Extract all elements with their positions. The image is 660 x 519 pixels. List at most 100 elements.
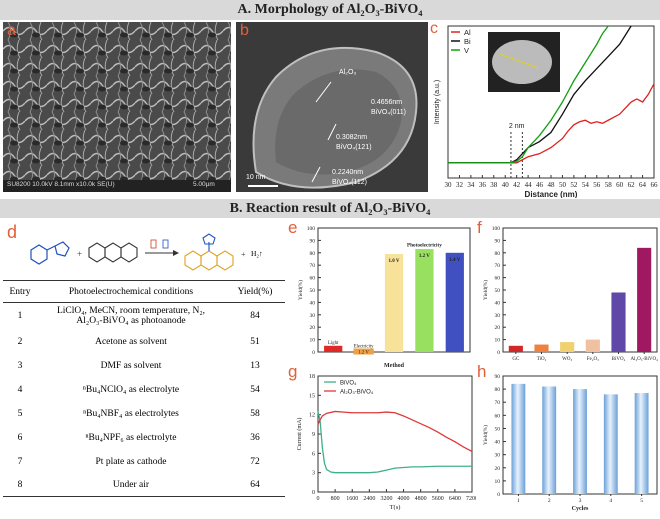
x-tick-label: 38	[490, 181, 498, 189]
y-tick-label: 10	[310, 338, 316, 344]
x-axis-label: Distance (nm)	[525, 190, 578, 198]
x-tick-label: 34	[467, 181, 475, 189]
legend-label: Al₂O₃-BiVO₄	[340, 390, 374, 396]
tem-d2-plane: BiVO₄(121)	[336, 144, 372, 151]
y-axis-label: Yield(%)	[482, 280, 489, 300]
bar-TiO₂	[534, 344, 549, 352]
y-tick-label: 60	[495, 413, 501, 419]
y-tick-label: 90	[495, 238, 501, 244]
x-tick-label: 62	[628, 181, 636, 189]
x-tick-label: 54	[582, 181, 590, 189]
x-tick-label: 5600	[432, 496, 444, 502]
x-tick-label: 32	[456, 181, 464, 189]
chart-h-svg: 0 10 20 30 40 50 60 70 80 90 Yield(%) 1 2 3 4 5 Cycles	[482, 374, 658, 512]
legend-label: Al	[464, 28, 471, 37]
catalyst-bar-chart: 0 10 20 30 40 50 60 70 80 90 100 Yield(%) GC TiO₂ WO₃ F…	[477, 218, 660, 368]
y-tick-label: 100	[492, 226, 501, 232]
y-tick-label: 50	[310, 288, 316, 294]
x-tick-label: 4800	[415, 496, 427, 502]
y-tick-label: 40	[495, 300, 501, 306]
x-tick-label: 50	[559, 181, 567, 189]
panel-letter-a: a	[7, 22, 16, 39]
yield-cell: 72	[250, 457, 260, 467]
panel-letter-e: e	[288, 218, 298, 237]
condition-line: LiClO₄, MeCN, room temperature, N₂,	[56, 306, 206, 317]
x-tick-label: 52	[570, 181, 578, 189]
cycle-bar-chart: 0 10 20 30 40 50 60 70 80 90 Yield(%) 1 2 3 4 5 Cycles h	[477, 362, 660, 514]
bar-5	[634, 393, 649, 494]
bar-Photoelectricity 1.0 V	[384, 254, 404, 352]
reaction-scheme: + +	[30, 233, 246, 271]
table-row: 7 Pt plate as cathode 72	[3, 450, 285, 474]
x-tick-label: 800	[331, 496, 340, 502]
x-tick-label: 1	[517, 498, 520, 504]
bar-Light	[324, 345, 343, 352]
bar-Photoelectricity 1.4 V	[445, 252, 464, 352]
tem-image: b Al₂O₃ 0.4656nm BiVO₄(011) 0.3082nm BiV…	[236, 22, 428, 192]
sem-scale-text: 5.00µm	[193, 181, 215, 188]
entry-cell: 4	[17, 385, 23, 395]
svg-text:+: +	[77, 249, 82, 259]
y-tick-label: 30	[495, 313, 501, 319]
entry-cell: 3	[17, 361, 23, 371]
bar-3	[573, 389, 587, 494]
entry-cell: 2	[17, 337, 23, 347]
y-tick-label: 50	[495, 288, 501, 294]
series-line	[317, 410, 473, 452]
condition-line: ⁿBu₄NPF₆ as electrolyte	[85, 433, 177, 443]
x-tick-label: 58	[605, 181, 613, 189]
condition-line: DMF as solvent	[100, 361, 162, 371]
tem-d2: 0.3082nm	[336, 134, 368, 141]
bar-label: 1.2 V	[419, 254, 430, 259]
tem-d1-plane: BiVO₄(011)	[371, 109, 407, 116]
condition-cell: ⁿBu₄NBF₄ as electrolytes	[37, 402, 225, 426]
x-tick-label: 4000	[398, 496, 410, 502]
y-tick-label: 10	[495, 479, 501, 485]
x-tick-label: TiO₂	[537, 357, 547, 362]
condition-cell: Pt plate as cathode	[37, 450, 225, 474]
entry-cell: 1	[17, 311, 23, 322]
y-tick-label: 100	[307, 226, 316, 232]
x-tick-label: 0	[317, 496, 320, 502]
bar-WO₃	[560, 342, 575, 352]
bar-Al₂O₃-BiVO₄	[637, 247, 652, 352]
series-line	[317, 411, 472, 474]
y-tick-label: 9	[312, 432, 315, 438]
y-tick-label: 0	[312, 350, 315, 356]
bar-label: 1.0 V	[388, 259, 399, 264]
panel-letter-d: d	[7, 222, 18, 242]
chart-f-svg: 0 10 20 30 40 50 60 70 80 90 100 Yield(%) GC TiO₂ WO₃ F…	[482, 226, 658, 362]
x-tick-label: 60	[616, 181, 624, 189]
y-tick-label: 60	[495, 276, 501, 282]
series-line-V	[448, 25, 609, 164]
under-label: 1.2 V	[358, 351, 369, 356]
distance-annotation: 2 nm	[509, 123, 525, 130]
table-row: 1 LiClO₄, MeCN, room temperature, N₂, Al₂O…	[3, 302, 285, 330]
sem-image: a SU8200 10.0kV 8.1mm x10.0k SE(U) 5.00µ…	[3, 22, 231, 192]
condition-cell: Under air	[37, 474, 225, 496]
table-row: 6 ⁿBu₄NPF₆ as electrolyte 36	[3, 426, 285, 450]
y-tick-label: 70	[310, 263, 316, 269]
x-axis-label: Method	[384, 363, 405, 368]
x-tick-label: 30	[445, 181, 453, 189]
x-tick-label: 1600	[346, 496, 358, 502]
y-tick-label: 80	[495, 251, 501, 257]
h2-product: H₂↑	[251, 249, 263, 258]
x-tick-label: 44	[525, 181, 533, 189]
x-tick-label: 48	[548, 181, 556, 189]
yield-cell: 54	[250, 385, 260, 395]
series-line-Al	[448, 83, 655, 164]
entry-cell: 8	[17, 479, 23, 490]
chart-c-svg: 30 32 34 36 38 40 42 44 46 48 50 52 54 56 58 60 62 64 66 Di…	[434, 25, 658, 199]
bar-Photoelectricity 1.2 V	[415, 249, 434, 352]
condition-cell: LiClO₄, MeCN, room temperature, N₂, Al₂O₃…	[37, 302, 225, 330]
y-tick-label: 0	[497, 492, 500, 498]
y-tick-label: 30	[495, 453, 501, 459]
under-label-bg	[353, 348, 374, 355]
condition-line: ⁿBu₄NBF₄ as electrolytes	[83, 409, 179, 419]
x-tick-label: 64	[639, 181, 647, 189]
condition-cell: ⁿBu₄NClO₄ as electrolyte	[37, 378, 225, 402]
x-axis-label: Cycles	[572, 506, 589, 512]
y-tick-label: 50	[495, 426, 501, 432]
